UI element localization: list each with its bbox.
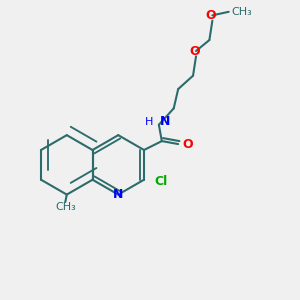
Text: H: H xyxy=(145,117,154,127)
Text: CH₃: CH₃ xyxy=(232,7,252,17)
Text: O: O xyxy=(206,9,216,22)
Text: CH₃: CH₃ xyxy=(55,202,76,212)
Text: N: N xyxy=(160,115,170,128)
Text: O: O xyxy=(189,44,200,58)
Text: Cl: Cl xyxy=(154,175,168,188)
Text: O: O xyxy=(183,138,193,151)
Text: N: N xyxy=(113,188,123,201)
